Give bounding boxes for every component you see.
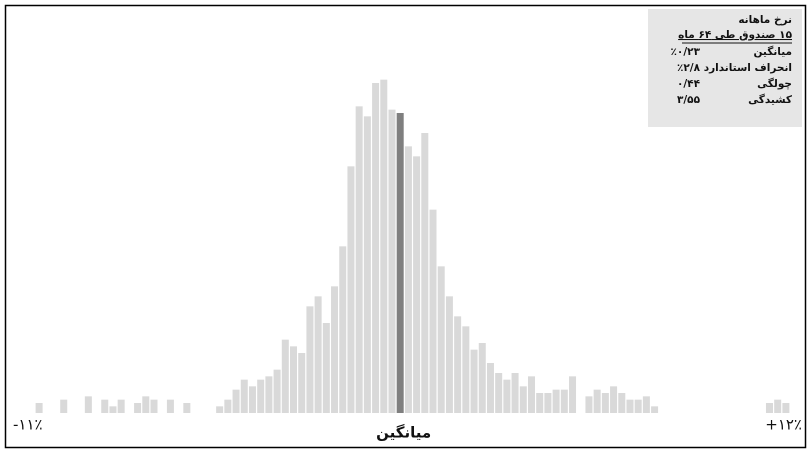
bar <box>331 286 339 413</box>
bar <box>183 403 191 413</box>
bar <box>257 379 265 413</box>
bar <box>445 296 453 413</box>
bar <box>380 79 388 414</box>
bar <box>273 369 281 413</box>
bar <box>314 296 322 413</box>
bar <box>117 399 125 413</box>
stats-value: ٪۰/۲۳ <box>671 46 701 58</box>
stats-value: ۳/۵۵ <box>677 94 701 106</box>
stats-value: ٪۲/۸ <box>677 62 701 74</box>
bar <box>527 376 535 413</box>
bar <box>544 393 552 413</box>
bar <box>101 399 109 413</box>
bar <box>166 399 174 413</box>
stats-box <box>648 9 802 127</box>
bar <box>290 346 298 413</box>
bar <box>560 389 568 413</box>
bar <box>651 406 659 413</box>
bar <box>134 403 142 413</box>
bar <box>60 399 68 413</box>
bar <box>355 106 363 413</box>
bar <box>552 389 560 413</box>
stats-label: چولگی <box>757 77 792 90</box>
bar <box>224 399 232 413</box>
bar <box>478 343 486 413</box>
bar <box>413 156 421 414</box>
bar <box>569 376 577 413</box>
bar <box>593 389 601 413</box>
bar <box>495 373 503 413</box>
bar <box>298 353 306 413</box>
bar <box>248 386 256 413</box>
bar <box>462 326 470 413</box>
bar <box>782 403 790 413</box>
bar <box>281 339 289 413</box>
bar <box>404 146 412 414</box>
x-tick-label: -۱۱٪ <box>13 416 43 434</box>
bar <box>232 389 240 413</box>
bar <box>470 349 478 413</box>
stats-subtitle: ۱۵ صندوق طی ۶۴ ماه <box>678 29 792 41</box>
bar <box>585 396 593 413</box>
bar <box>84 396 92 413</box>
bar <box>626 399 634 413</box>
bar <box>421 133 429 413</box>
plot-area <box>35 79 790 414</box>
bar <box>388 109 396 414</box>
bar <box>372 83 380 413</box>
bar <box>216 406 224 413</box>
bar <box>240 379 248 413</box>
bar <box>339 246 347 413</box>
bar <box>306 306 314 413</box>
bar <box>618 393 626 413</box>
bar <box>536 393 544 413</box>
bar <box>35 403 43 413</box>
bar <box>503 379 511 413</box>
stats-label: انحراف استاندارد <box>704 62 792 74</box>
bar <box>610 386 618 413</box>
bar <box>519 386 527 413</box>
x-tick-label: +۱۲٪ <box>765 416 802 434</box>
bar <box>109 406 117 413</box>
bar <box>150 399 158 413</box>
stats-label: میانگین <box>753 45 792 58</box>
mean-label: میانگین <box>376 424 431 442</box>
bar <box>322 323 330 413</box>
bar <box>511 373 519 413</box>
bar <box>634 399 642 413</box>
bar <box>363 116 371 413</box>
bar <box>429 209 437 413</box>
mean-bar <box>396 113 404 413</box>
bar <box>486 363 494 413</box>
bar <box>765 403 773 413</box>
stats-title: نرخ ماهانه <box>738 14 792 26</box>
bar <box>454 316 462 413</box>
stats-value: ۰/۴۴ <box>677 78 701 90</box>
bar <box>265 376 273 413</box>
bar <box>642 396 650 413</box>
bar <box>437 266 445 413</box>
bar <box>142 396 150 413</box>
bar <box>347 166 355 413</box>
stats-label: کشیدگی <box>748 93 793 106</box>
bar <box>601 393 609 413</box>
bar <box>774 399 782 413</box>
